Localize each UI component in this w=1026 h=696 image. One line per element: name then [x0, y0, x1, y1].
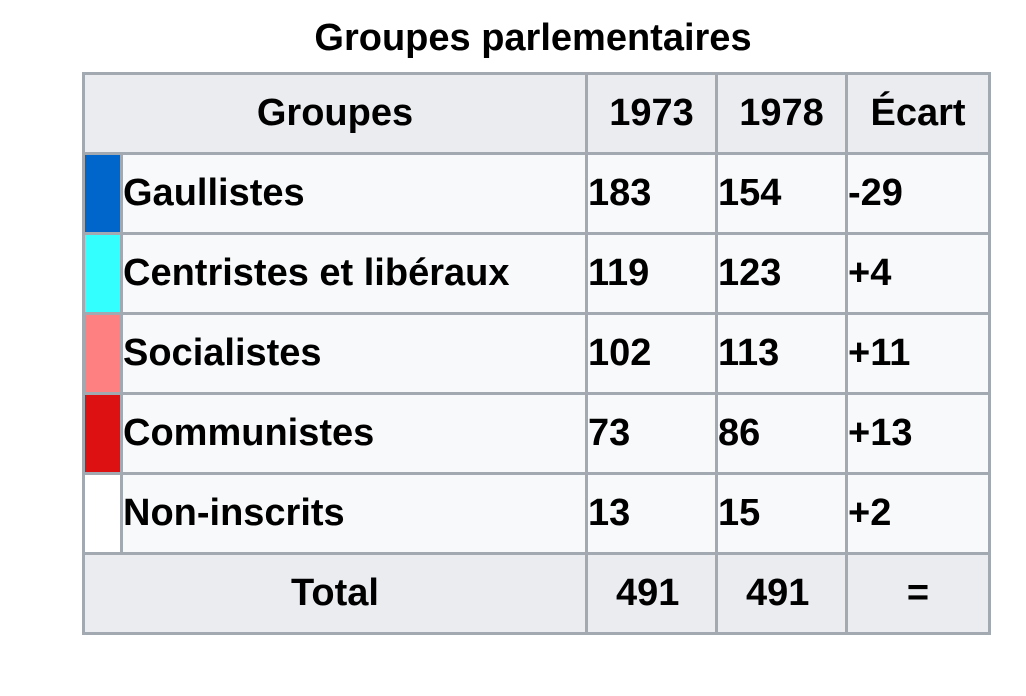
table-row: Gaullistes 183 154 -29	[82, 152, 991, 235]
table-caption: Groupes parlementaires	[314, 17, 752, 59]
header-row: Groupes 1973 1978 Écart	[82, 72, 991, 155]
seats-1978: 113	[715, 312, 848, 395]
seats-ecart: +11	[845, 312, 991, 395]
groups-table: Groupes 1973 1978 Écart Gaullistes 183 1…	[82, 72, 991, 635]
seats-1973: 73	[585, 392, 718, 475]
group-name: Non-inscrits	[120, 472, 588, 555]
total-ecart: =	[845, 552, 991, 635]
seats-1978: 123	[715, 232, 848, 315]
table-row: Non-inscrits 13 15 +2	[82, 472, 991, 555]
group-name: Gaullistes	[120, 152, 588, 235]
group-name: Centristes et libéraux	[120, 232, 588, 315]
seats-1978: 154	[715, 152, 848, 235]
header-groupes: Groupes	[82, 72, 588, 155]
seats-ecart: -29	[845, 152, 991, 235]
total-row: Total 491 491 =	[82, 552, 991, 635]
group-color-swatch	[82, 392, 123, 475]
header-1973: 1973	[585, 72, 718, 155]
seats-1973: 119	[585, 232, 718, 315]
seats-1978: 15	[715, 472, 848, 555]
group-name: Communistes	[120, 392, 588, 475]
group-color-swatch	[82, 152, 123, 235]
total-1978: 491	[715, 552, 848, 635]
header-ecart: Écart	[845, 72, 991, 155]
group-color-swatch	[82, 312, 123, 395]
group-color-swatch	[82, 472, 123, 555]
seats-ecart: +13	[845, 392, 991, 475]
seats-1973: 102	[585, 312, 718, 395]
header-1978: 1978	[715, 72, 848, 155]
total-label: Total	[82, 552, 588, 635]
group-color-swatch	[82, 232, 123, 315]
table-row: Socialistes 102 113 +11	[82, 312, 991, 395]
table-row: Communistes 73 86 +13	[82, 392, 991, 475]
group-name: Socialistes	[120, 312, 588, 395]
seats-ecart: +2	[845, 472, 991, 555]
seats-ecart: +4	[845, 232, 991, 315]
seats-1973: 13	[585, 472, 718, 555]
total-1973: 491	[585, 552, 718, 635]
seats-1978: 86	[715, 392, 848, 475]
table-row: Centristes et libéraux 119 123 +4	[82, 232, 991, 315]
seats-1973: 183	[585, 152, 718, 235]
